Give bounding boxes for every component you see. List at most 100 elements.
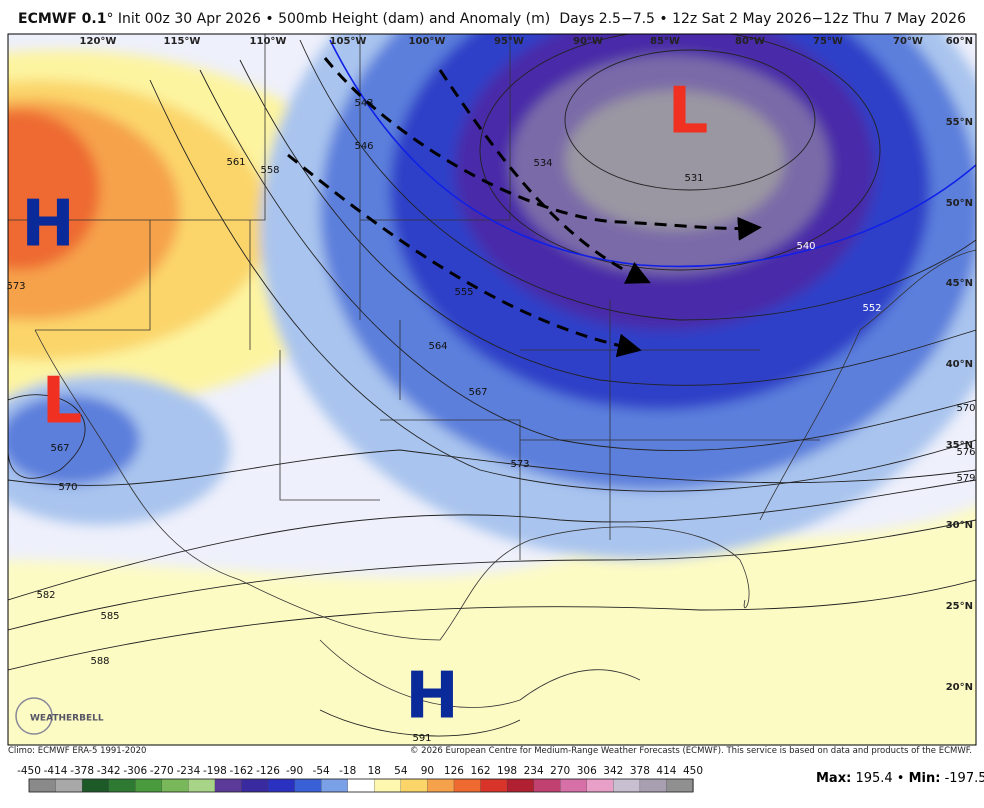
colorbar-swatch [613, 778, 641, 793]
contour-label: 555 [454, 287, 473, 298]
longitude-label: 75°W [813, 36, 843, 47]
pressure-center: H [405, 660, 459, 734]
contour-label: 567 [468, 387, 487, 398]
contour-label: 546 [354, 141, 373, 152]
min-label: Min: [908, 771, 941, 786]
colorbar-tick-label: -306 [123, 765, 147, 777]
contour-label: 540 [796, 241, 815, 252]
colorbar-tick-label: -414 [44, 765, 68, 777]
contour-label: 543 [354, 98, 373, 109]
colorbar-swatch [666, 778, 694, 793]
copyright: © 2026 European Centre for Medium-Range … [409, 746, 972, 756]
colorbar-tick-label: 270 [550, 765, 570, 777]
colorbar-swatch [108, 778, 136, 793]
colorbar-tick-label: -342 [97, 765, 121, 777]
colorbar-swatch [267, 778, 296, 793]
latitude-label: 25°N [946, 601, 973, 612]
colorbar-tick-label: -378 [70, 765, 94, 777]
colorbar-swatch [321, 778, 349, 793]
colorbar-swatch [453, 778, 482, 793]
colorbar-tick-label: 342 [603, 765, 623, 777]
contour-label: 585 [100, 611, 119, 622]
colorbar-swatch [586, 778, 614, 793]
contour-label: 534 [533, 158, 552, 169]
colorbar-tick-label: 90 [421, 765, 434, 777]
anomaly-field: WEATHERBELL [8, 34, 976, 745]
contour-label: 591 [412, 733, 431, 744]
colorbar-swatch [214, 778, 243, 793]
latitude-label: 55°N [946, 117, 973, 128]
colorbar-swatch [28, 778, 57, 793]
min-value: -197.5 [944, 771, 984, 786]
latitude-label: 60°N [946, 36, 973, 47]
title: ° Init 00z 30 Apr 2026 • 500mb Height (d… [106, 11, 551, 27]
contour-label: 552 [862, 303, 881, 314]
colorbar-tick-label: -126 [256, 765, 280, 777]
contour-label: 573 [510, 459, 529, 470]
longitude-label: 100°W [409, 36, 446, 47]
colorbar-tick-label: 450 [683, 765, 703, 777]
longitude-label: 105°W [330, 36, 367, 47]
colorbar-tick-label: 234 [524, 765, 544, 777]
longitude-label: 90°W [573, 36, 603, 47]
colorbar-swatch [639, 778, 668, 793]
max-value: 195.4 [855, 771, 893, 786]
contour-label: 573 [6, 281, 25, 292]
colorbar-swatch [533, 778, 561, 793]
latitude-label: 20°N [946, 682, 973, 693]
colorbar-tick-label: -270 [150, 765, 174, 777]
latitude-label: 50°N [946, 198, 973, 209]
colorbar-tick-label: -162 [230, 765, 254, 777]
valid-period: Days 2.5−7.5 • 12z Sat 2 May 2026−12z Th… [559, 11, 966, 27]
latitude-label: 30°N [946, 520, 973, 531]
contour-label: 567 [50, 443, 69, 454]
climo-note: Climo: ECMWF ERA-5 1991-2020 [8, 746, 147, 756]
colorbar-tick-label: -54 [313, 765, 330, 777]
latitude-label: 35°N [946, 440, 973, 451]
colorbar-tick-label: 54 [394, 765, 408, 777]
colorbar-swatch [81, 778, 110, 793]
colorbar-tick-label: -450 [17, 765, 41, 777]
longitude-label: 80°W [735, 36, 765, 47]
contour-label: 531 [684, 173, 703, 184]
colorbar-swatch [347, 778, 375, 793]
contour-label: 570 [956, 403, 975, 414]
boundaries [8, 34, 976, 708]
colorbar-swatch [55, 778, 83, 793]
colorbar-swatch [560, 778, 588, 793]
colorbar-swatch [506, 778, 535, 793]
colorbar-swatch [480, 778, 508, 793]
contour-label: 579 [956, 473, 975, 484]
colorbar-tick-label: 126 [444, 765, 464, 777]
logo-text: WEATHERBELL [30, 714, 104, 724]
logo: WEATHERBELL [15, 697, 104, 735]
colorbar-frame [28, 778, 694, 793]
colorbar-tick-label: -90 [286, 765, 303, 777]
pressure-center: L [668, 75, 709, 149]
colorbar-swatch [241, 778, 269, 793]
colorbar-tick-label: 162 [470, 765, 490, 777]
contour-label: 576 [956, 447, 975, 458]
longitude-label: 95°W [494, 36, 524, 47]
header-left: ECMWF 0.1° Init 00z 30 Apr 2026 • 500mb … [18, 11, 550, 27]
colorbar-swatch [374, 778, 402, 793]
pressure-center: H [21, 188, 75, 262]
colorbar-tick-label: 198 [497, 765, 517, 777]
contour-label: 582 [36, 590, 55, 601]
colorbar-swatch [135, 778, 163, 793]
model-name: ECMWF 0.1 [18, 11, 107, 27]
contour-label: 564 [428, 341, 447, 352]
colorbar-tick-label: 306 [577, 765, 597, 777]
colorbar-tick-label: 378 [630, 765, 650, 777]
colorbar-swatch [294, 778, 322, 793]
longitude-label: 120°W [80, 36, 117, 47]
height-contours [8, 34, 976, 737]
colorbar-tick-label: 18 [368, 765, 381, 777]
contour-label: 570 [58, 482, 77, 493]
longitude-label: 115°W [164, 36, 201, 47]
longitude-label: 85°W [650, 36, 680, 47]
latitude-label: 40°N [946, 359, 973, 370]
longitude-label: 110°W [250, 36, 287, 47]
